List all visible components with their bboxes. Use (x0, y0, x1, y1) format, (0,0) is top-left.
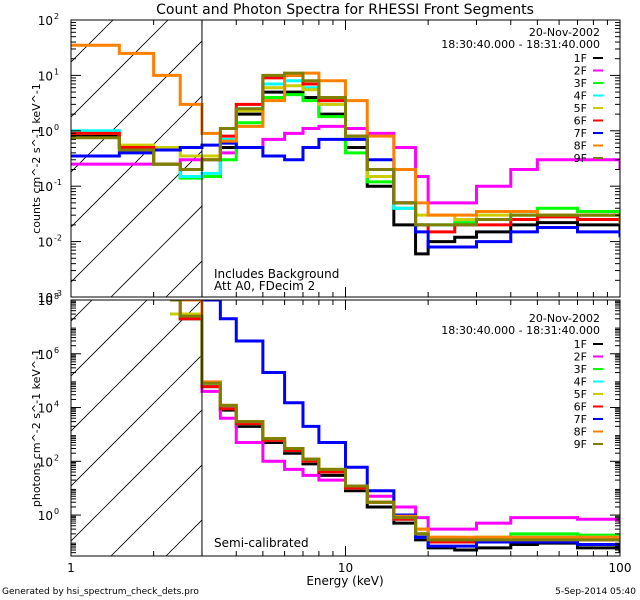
y-tick-label-exponent: -1 (54, 178, 62, 187)
legend-label-2F: 2F (574, 65, 587, 78)
x-tick-label: 10 (338, 561, 353, 575)
y-tick-label: 10 (38, 294, 53, 308)
chart-title: Count and Photon Spectra for RHESSI Fron… (156, 2, 534, 18)
hatch-line (0, 0, 26, 297)
y-tick-label: 10 (38, 180, 53, 194)
legend-label-5F: 5F (574, 388, 587, 401)
legend-label-4F: 4F (574, 90, 587, 103)
y-tick-label: 10 (38, 509, 53, 523)
y-tick-label-exponent: 2 (54, 12, 59, 21)
hatch-line (71, 20, 169, 118)
y-axis-label-bottom: photons cm^-2 s^-1 keV^-1 (30, 349, 43, 507)
hatch-line (71, 409, 202, 542)
legend-label-1F: 1F (574, 338, 587, 351)
legend-label-9F: 9F (574, 152, 587, 165)
y-tick-label: 10 (38, 14, 53, 28)
y-tick-label-exponent: -3 (54, 289, 62, 298)
hatch-line (71, 40, 202, 173)
legend-label-8F: 8F (574, 140, 587, 153)
top-date: 20-Nov-2002 (529, 26, 600, 39)
legend-label-9F: 9F (574, 438, 587, 451)
y-tick-label: 10 (38, 69, 53, 83)
y-tick-label: 10 (38, 236, 53, 250)
hatch-line (441, 256, 640, 556)
legend-label-2F: 2F (574, 351, 587, 364)
hatch-line (71, 300, 148, 377)
series-line-7F (170, 300, 620, 548)
y-tick-label-exponent: -2 (54, 234, 62, 243)
hatch-line (71, 150, 202, 283)
series-line-7F (71, 137, 620, 249)
x-tick-label: 1 (67, 561, 75, 575)
y-tick-label-exponent: 6 (54, 346, 59, 355)
series-line-9F (170, 300, 620, 542)
legend-label-1F: 1F (574, 52, 587, 65)
hatch-line (71, 300, 202, 432)
footer-generated-by: Generated by hsi_spectrum_check_dets.pro (2, 587, 199, 597)
y-tick-label-exponent: 1 (54, 67, 59, 76)
hatch-line (276, 256, 576, 556)
series-line-8F (71, 43, 620, 220)
y-tick-label-exponent: 0 (54, 123, 59, 132)
legend-label-7F: 7F (574, 127, 587, 140)
y-tick-label: 10 (38, 125, 53, 139)
bottom-time-range: 18:30:40.000 - 18:31:40.000 (441, 324, 600, 337)
hatch-line (110, 205, 202, 297)
series-line-9F (71, 71, 620, 227)
bottom-date: 20-Nov-2002 (529, 312, 600, 325)
legend-label-8F: 8F (574, 426, 587, 439)
legend-label-5F: 5F (574, 102, 587, 115)
y-tick-label-exponent: 8 (54, 292, 59, 301)
series-bottom-panel (170, 300, 620, 553)
legend-label-7F: 7F (574, 413, 587, 426)
hatch-line (110, 464, 202, 556)
legend-label-6F: 6F (574, 401, 587, 414)
annotation-semi-calibrated: Semi-calibrated (214, 536, 309, 550)
y-tick-label: 10 (38, 291, 53, 305)
y-axis-label-top: counts cm^-2 s^-1 keV^-1 (30, 83, 43, 234)
series-top-panel (71, 43, 620, 256)
y-tick-label: 10 (38, 455, 53, 469)
hatch-line (71, 20, 114, 63)
hatch-line (0, 256, 26, 556)
legend-label-6F: 6F (574, 115, 587, 128)
y-tick-label-exponent: 0 (54, 507, 59, 516)
y-tick-label: 10 (38, 402, 53, 416)
legend-label-3F: 3F (574, 363, 587, 376)
hatched-region-bottom (0, 256, 640, 556)
footer-date: 5-Sep-2014 05:40 (555, 587, 636, 597)
legend-label-3F: 3F (574, 77, 587, 90)
y-tick-label: 10 (38, 348, 53, 362)
annotation-attenuator: Att A0, FDecim 2 (214, 279, 315, 293)
annotation-includes-background: Includes Background (214, 267, 339, 281)
x-tick-label: 100 (609, 561, 632, 575)
top-time-range: 18:30:40.000 - 18:31:40.000 (441, 38, 600, 51)
legend-label-4F: 4F (574, 376, 587, 389)
y-tick-label-exponent: 4 (54, 400, 59, 409)
y-tick-label-exponent: 2 (54, 453, 59, 462)
hatch-line (71, 300, 93, 322)
x-axis-label: Energy (keV) (306, 574, 383, 588)
hatch-line (71, 354, 202, 487)
